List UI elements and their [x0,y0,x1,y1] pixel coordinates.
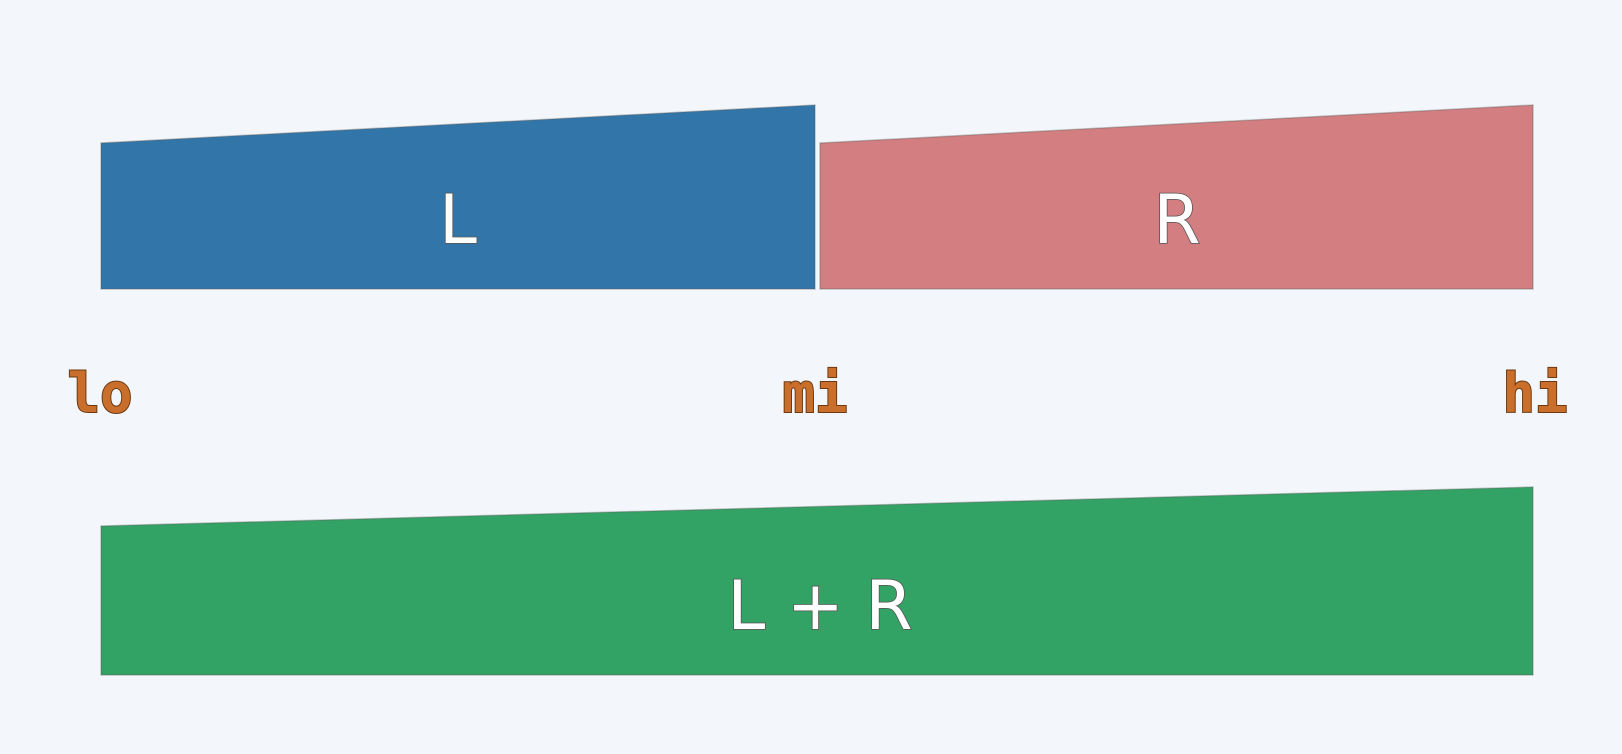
right-block-shape [819,104,1534,290]
left-block-label: L [439,181,477,260]
combined-block-shape [100,486,1534,676]
right-block-label: R [1153,181,1200,260]
right-block: R [819,104,1534,290]
pointer-labels: lo mi hi [66,361,1568,426]
lo-pointer-label: lo [67,362,132,425]
mi-pointer-label: mi [782,362,847,425]
combined-block-label: L + R [727,567,912,646]
left-block-shape [100,104,816,290]
left-block: L [100,104,816,290]
hi-pointer-label: hi [1502,362,1567,425]
combined-block: L + R [100,486,1534,676]
